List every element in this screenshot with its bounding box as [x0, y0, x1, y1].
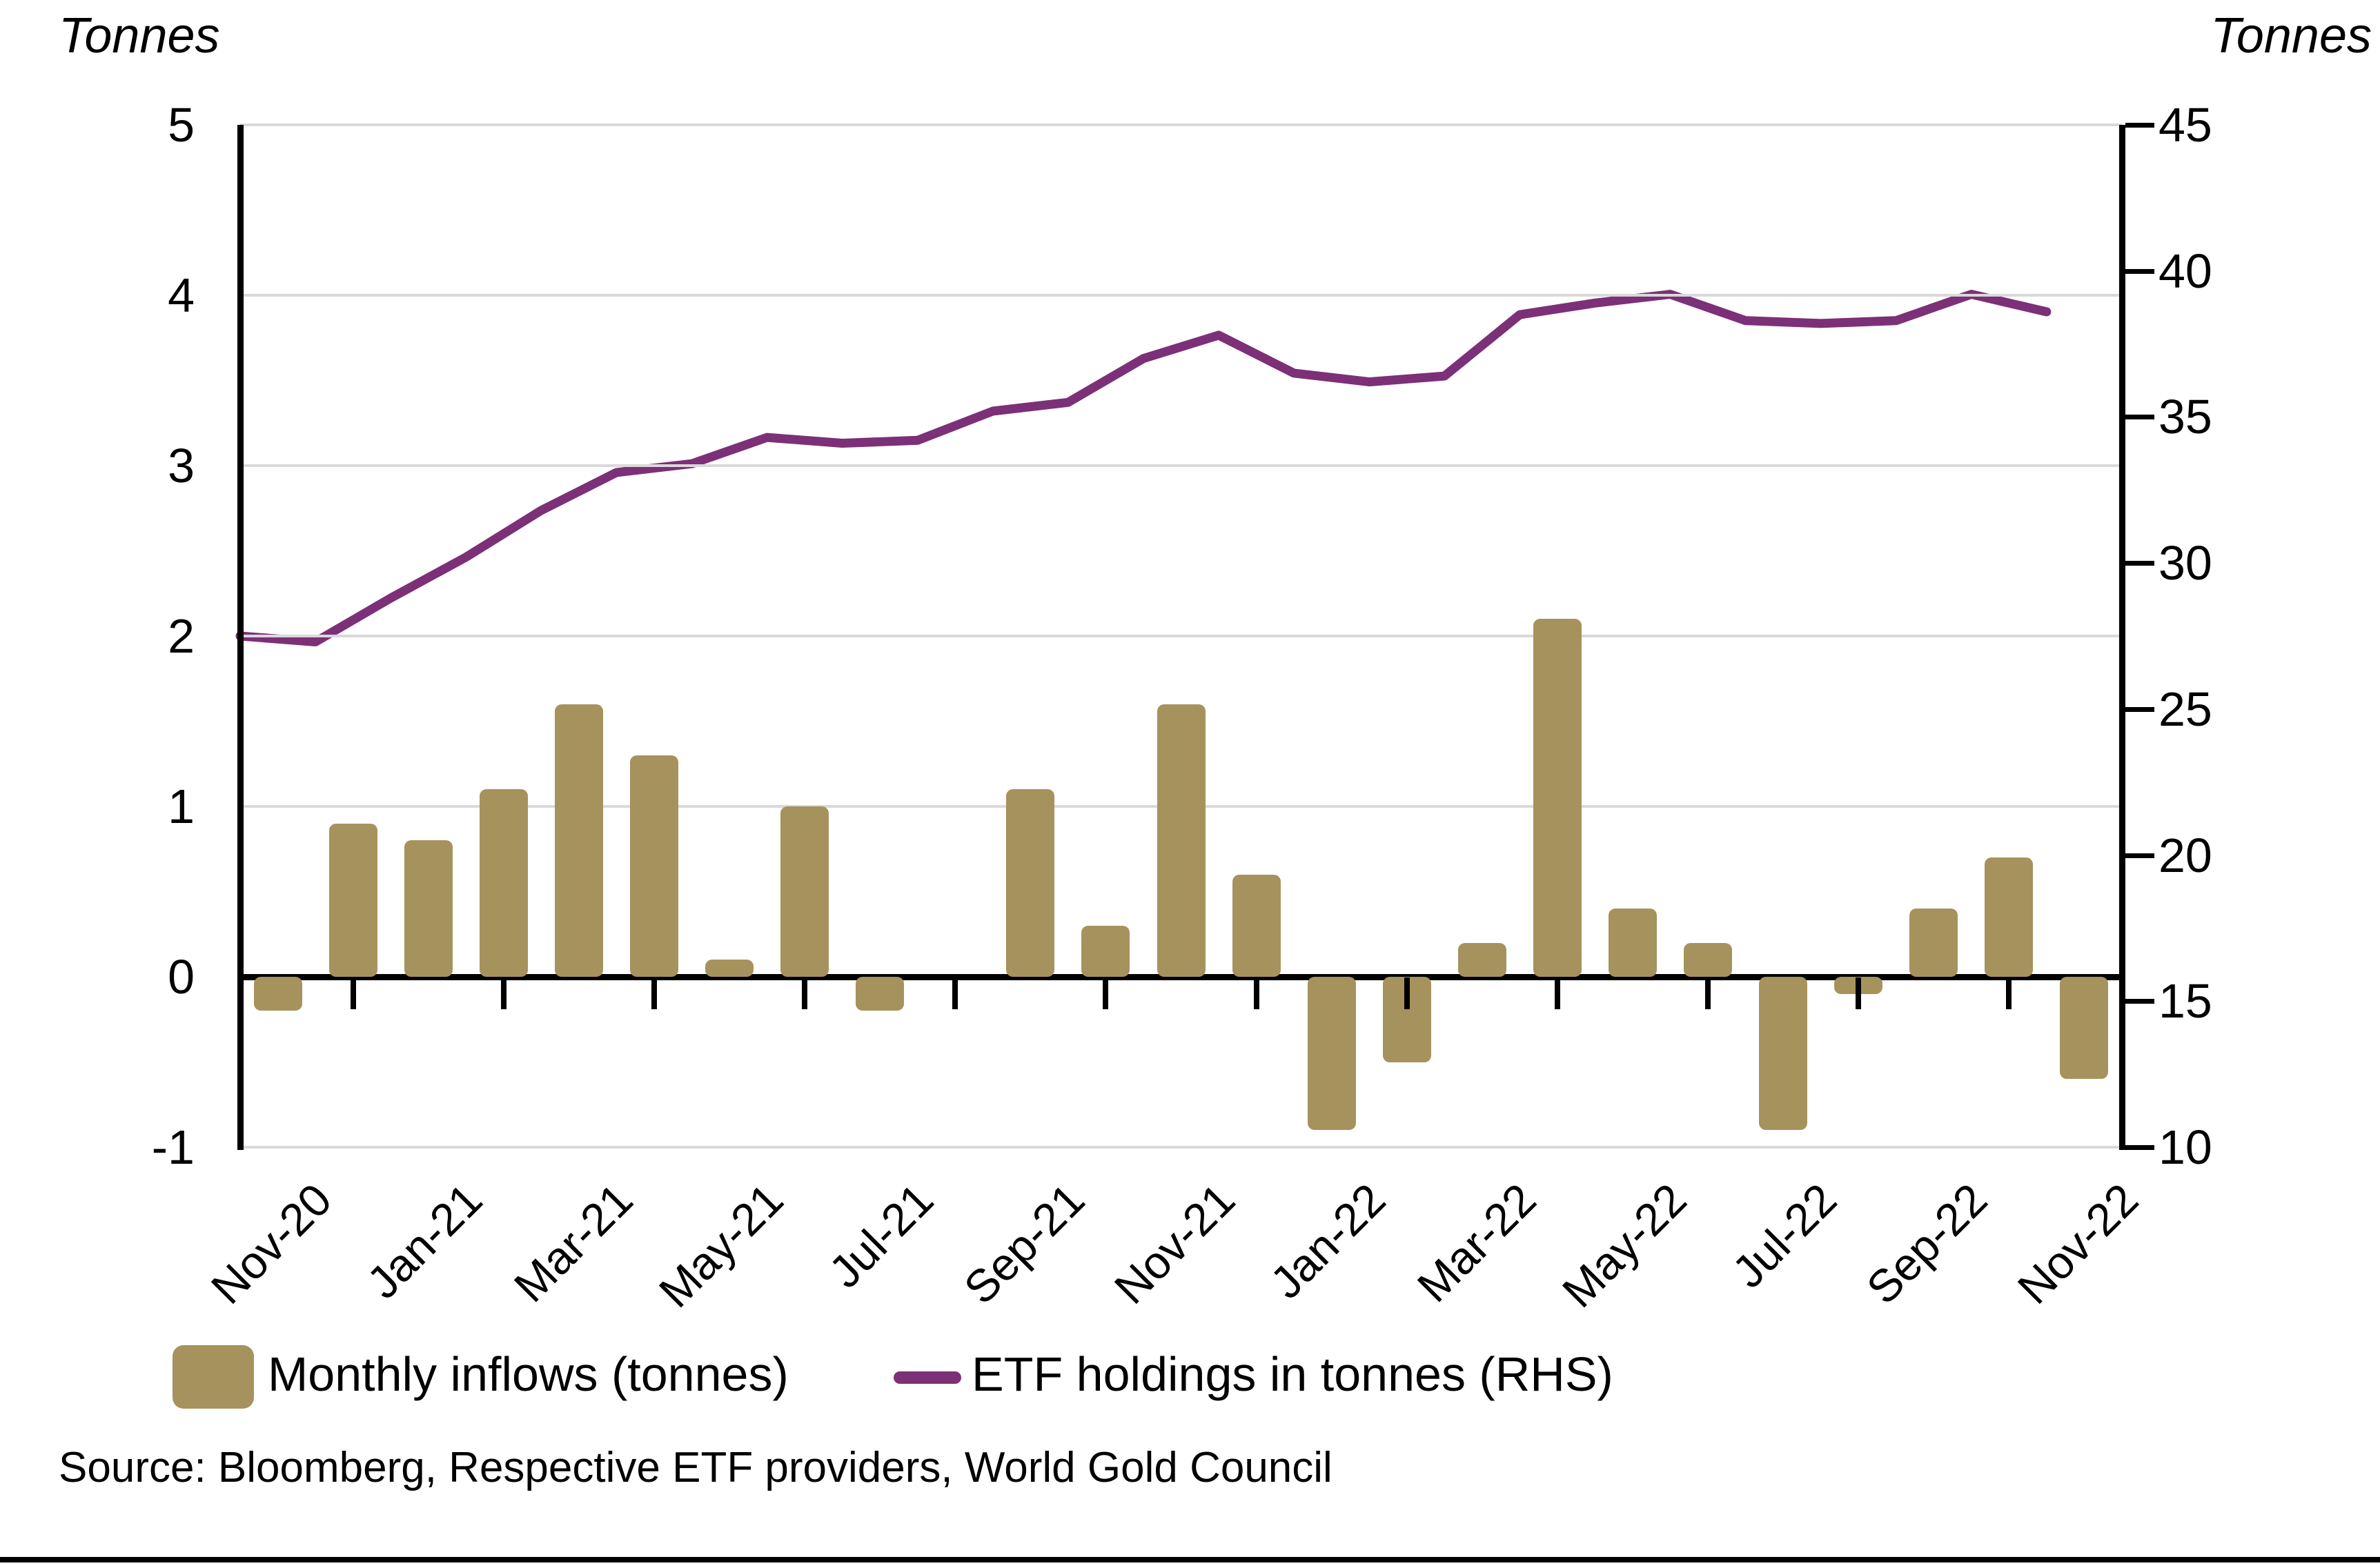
left-axis-tick-label-4: 4 [168, 268, 195, 322]
right-axis-tick-label-35: 35 [2158, 390, 2212, 444]
bar-May-22 [1608, 909, 1657, 977]
bar-Nov-22 [2060, 977, 2109, 1080]
bar-Jul-21 [856, 977, 905, 1011]
x-axis-tick-Oct-22 [2006, 977, 2012, 1009]
x-axis-tick-Oct-21 [1103, 977, 1109, 1009]
bottom-border-rule [0, 1557, 2380, 1562]
gridline--1 [240, 1146, 2122, 1149]
gridline-3 [240, 464, 2122, 467]
x-axis-tick-Dec-20 [350, 977, 356, 1009]
bar-Jan-22 [1307, 977, 1356, 1131]
bar-May-21 [705, 960, 754, 977]
bar-Dec-21 [1232, 874, 1281, 977]
left-axis-tick-label-2: 2 [168, 609, 195, 663]
left-axis-tick-label--1: -1 [151, 1120, 195, 1174]
bar-Sep-21 [1006, 789, 1055, 977]
right-axis-tick-20 [2125, 853, 2154, 858]
gridline-5 [240, 123, 2122, 126]
x-axis-tick-Apr-21 [651, 977, 657, 1009]
right-axis-tick-label-30: 30 [2158, 536, 2212, 591]
bar-Nov-21 [1157, 704, 1206, 977]
bar-Apr-21 [629, 755, 678, 977]
bar-Oct-21 [1081, 925, 1130, 977]
bar-Oct-22 [1985, 857, 2034, 977]
gridline-2 [240, 635, 2122, 637]
bar-Mar-21 [554, 704, 603, 977]
legend: Monthly inflows (tonnes) ETF holdings in… [0, 1340, 2380, 1416]
bar-Jan-21 [404, 840, 453, 977]
line-series-swatch [894, 1371, 961, 1384]
source-note: Source: Bloomberg, Respective ETF provid… [59, 1444, 1332, 1491]
gridline-4 [240, 294, 2122, 297]
left-axis-tick-label-3: 3 [168, 439, 195, 493]
left-axis-tick-label-1: 1 [168, 780, 195, 833]
right-axis-tick-45 [2125, 123, 2154, 128]
right-axis-tick-label-20: 20 [2158, 828, 2212, 882]
x-axis-tick-Jun-21 [802, 977, 808, 1009]
right-axis-tick-label-15: 15 [2158, 974, 2212, 1029]
x-axis-tick-Feb-22 [1404, 977, 1410, 1009]
x-axis-tick-Aug-22 [1856, 977, 1862, 1009]
bar-Apr-22 [1533, 619, 1582, 977]
bar-Jun-22 [1684, 942, 1733, 977]
bar-series-swatch [173, 1345, 254, 1409]
etf-holdings-line [235, 290, 2052, 646]
right-axis-tick-40 [2125, 268, 2154, 274]
right-y-axis-line [2119, 125, 2125, 1150]
left-axis-tick-label-0: 0 [168, 950, 195, 1004]
bar-Dec-20 [328, 823, 377, 977]
left-y-axis-line [237, 125, 244, 1150]
bar-Jul-22 [1759, 977, 1808, 1131]
bar-Jun-21 [780, 806, 829, 977]
bar-series-label: Monthly inflows (tonnes) [268, 1347, 789, 1401]
right-axis-tick-15 [2125, 999, 2154, 1004]
right-axis-tick-35 [2125, 415, 2154, 420]
line-series-label: ETF holdings in tonnes (RHS) [972, 1347, 1613, 1401]
x-axis-tick-Feb-21 [500, 977, 507, 1009]
right-axis-tick-label-25: 25 [2158, 682, 2212, 736]
right-axis-tick-25 [2125, 706, 2154, 712]
x-axis-line [240, 974, 2122, 980]
bar-Nov-20 [253, 977, 302, 1011]
right-axis-tick-label-10: 10 [2158, 1120, 2212, 1174]
right-axis-tick-label-45: 45 [2158, 98, 2212, 152]
x-axis-tick-Jun-22 [1705, 977, 1711, 1009]
right-axis-tick-10 [2125, 1145, 2154, 1150]
left-axis-title: Tonnes [59, 8, 220, 63]
x-axis-tick-Dec-21 [1253, 977, 1259, 1009]
x-axis-tick-Aug-21 [952, 977, 958, 1009]
bar-Feb-21 [479, 789, 528, 977]
bar-Mar-22 [1457, 942, 1506, 977]
x-axis-tick-Apr-22 [1554, 977, 1560, 1009]
left-axis-tick-label-5: 5 [168, 98, 195, 152]
right-axis-tick-label-40: 40 [2158, 244, 2212, 298]
right-axis-title: Tonnes [2210, 8, 2372, 63]
bar-Sep-22 [1909, 909, 1958, 977]
right-axis-tick-30 [2125, 561, 2154, 566]
